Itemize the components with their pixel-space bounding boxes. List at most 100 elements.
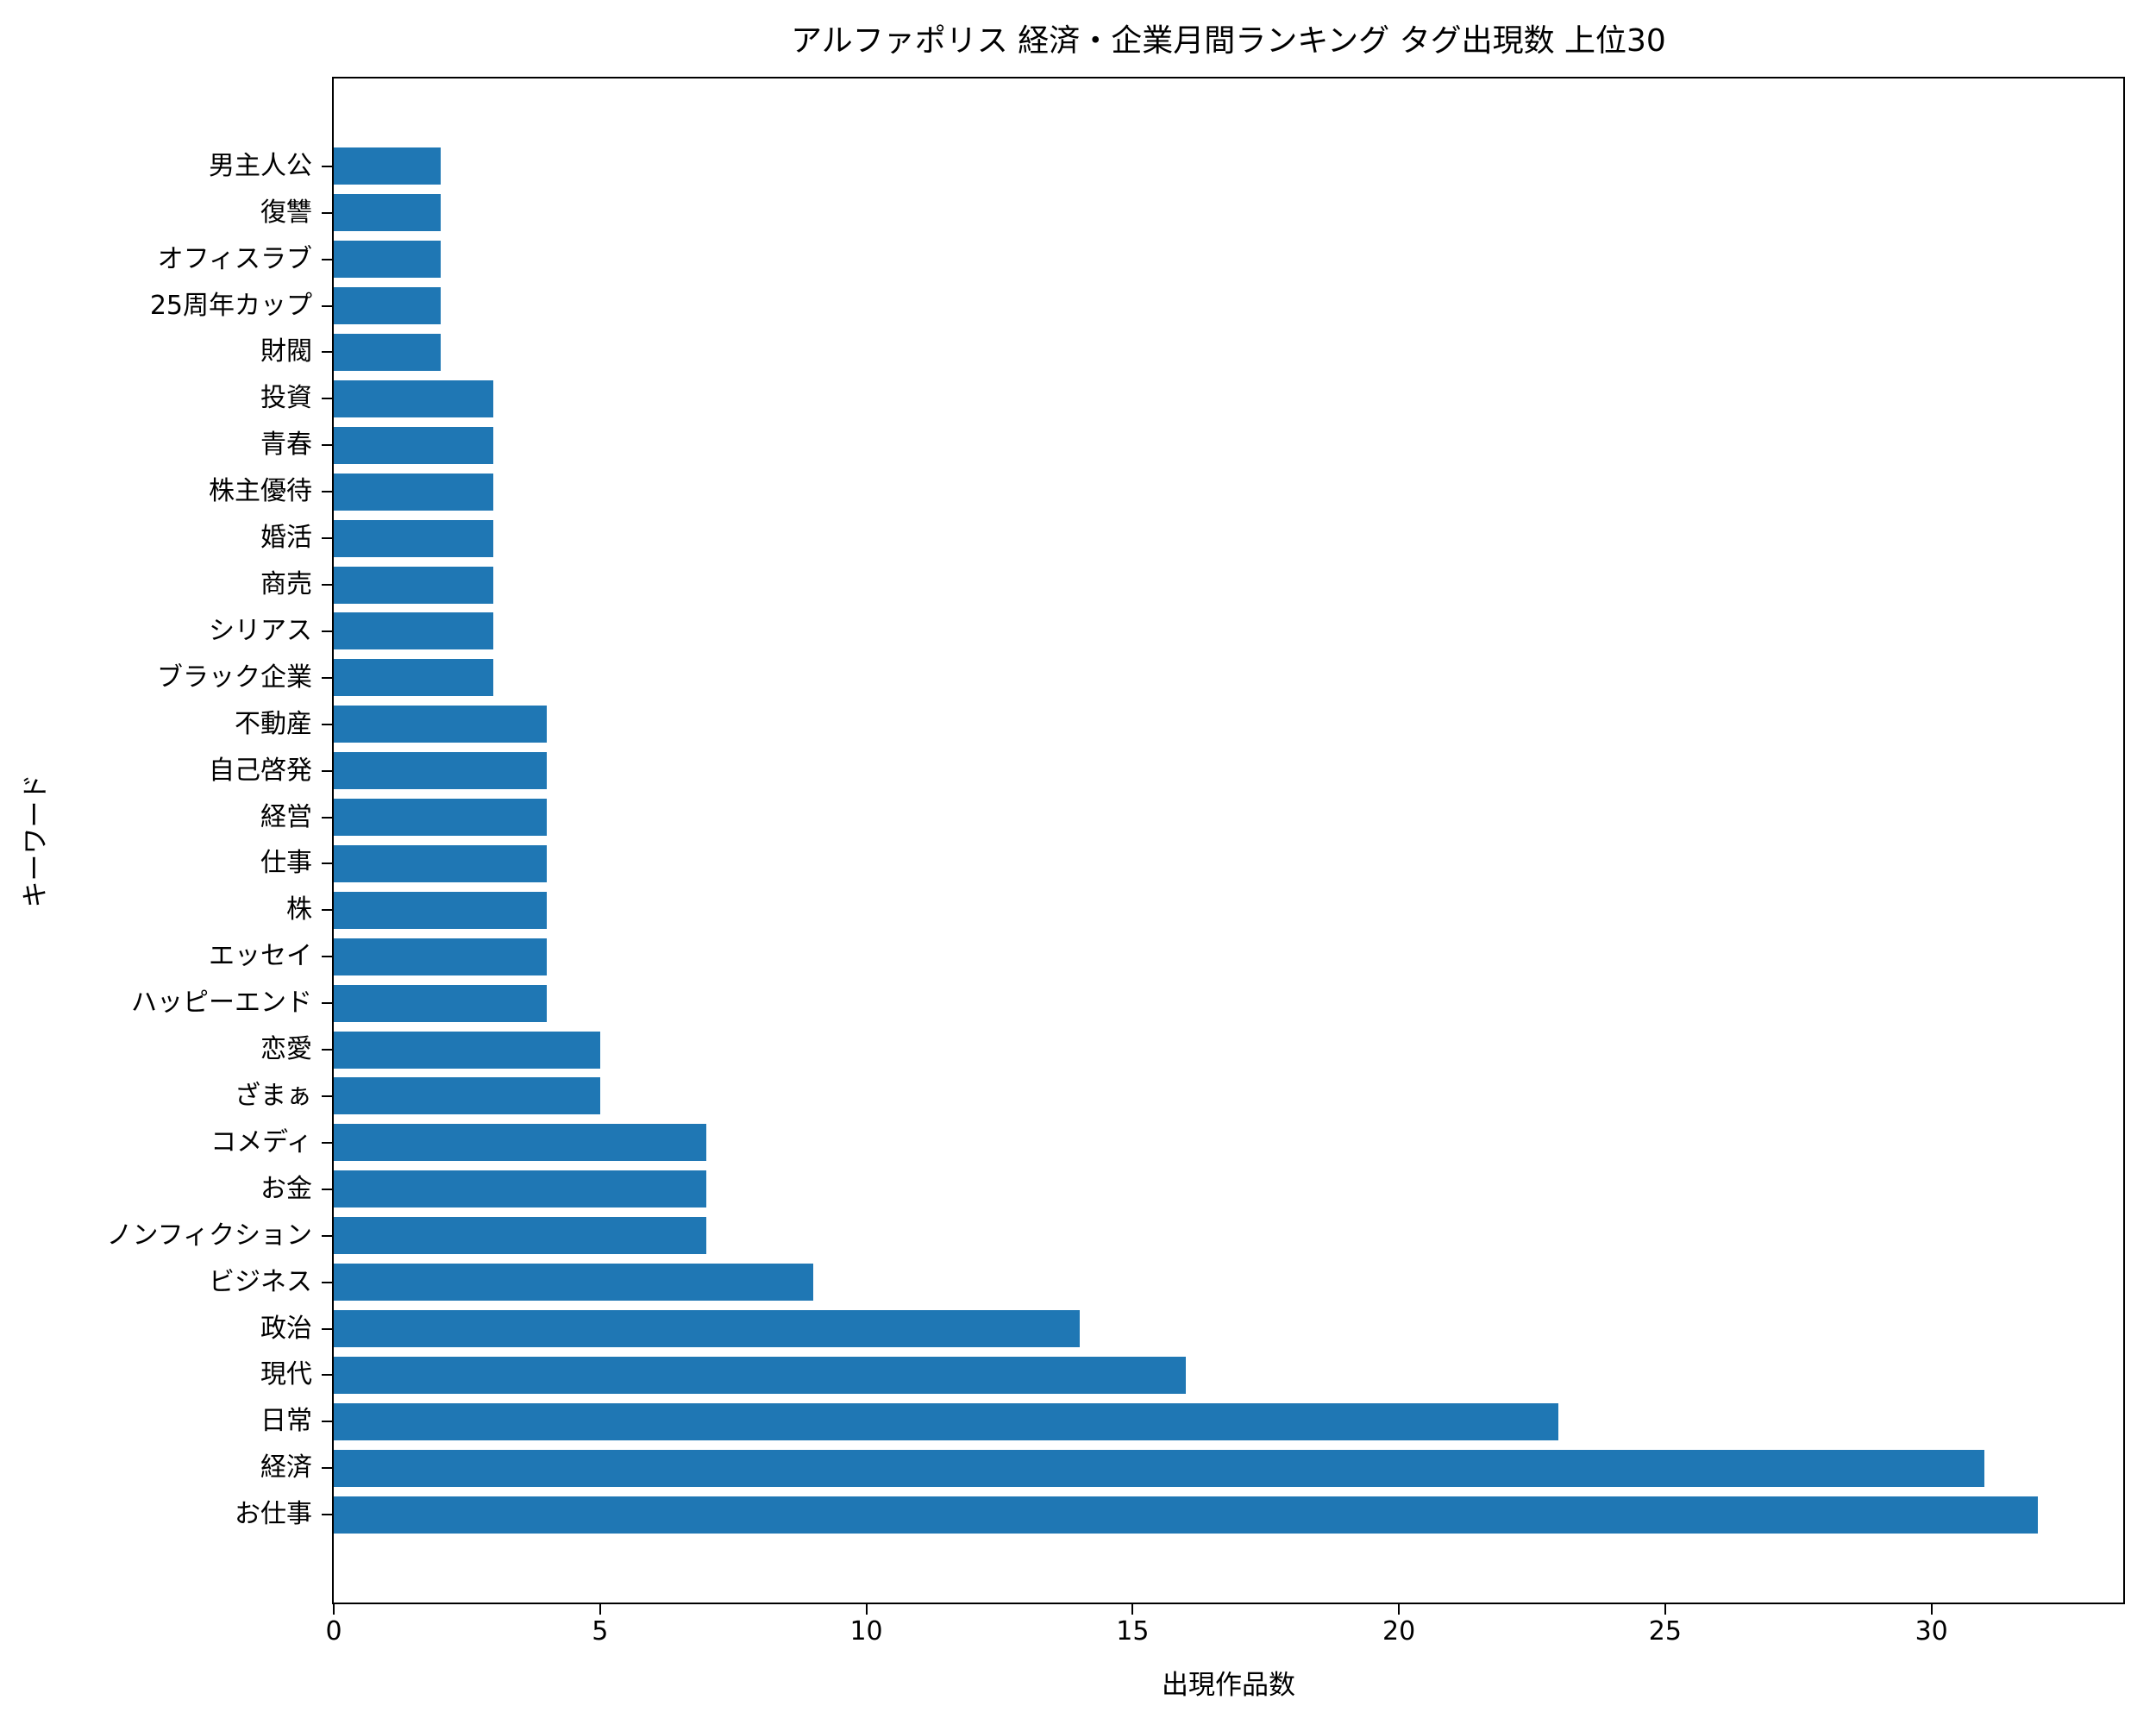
bar — [334, 1264, 813, 1302]
y-tick-mark — [322, 1514, 332, 1516]
y-tick-mark — [322, 1374, 332, 1377]
y-tick-mark — [322, 1421, 332, 1423]
y-tick-mark — [322, 304, 332, 307]
y-tick-label: シリアス — [209, 615, 312, 646]
y-tick-mark — [322, 211, 332, 214]
bar — [334, 706, 548, 743]
x-tick-mark — [1930, 1604, 1933, 1615]
x-tick-label: 25 — [1648, 1616, 1682, 1647]
y-tick-label: ハッピーエンド — [131, 988, 312, 1019]
y-tick-mark — [322, 1141, 332, 1144]
y-tick-label: ブラック企業 — [157, 662, 312, 693]
bar — [334, 1077, 600, 1115]
bar — [334, 380, 494, 417]
y-tick-mark — [322, 537, 332, 540]
y-tick-label: エッセイ — [209, 941, 312, 972]
y-tick-label: お金 — [260, 1173, 312, 1204]
y-tick-mark — [322, 1049, 332, 1051]
bar — [334, 241, 441, 279]
y-tick-mark — [322, 909, 332, 912]
bar — [334, 333, 441, 371]
y-tick-label: 商売 — [260, 569, 312, 600]
y-tick-mark — [322, 769, 332, 772]
y-tick-label: 日常 — [260, 1406, 312, 1437]
y-tick-mark — [322, 1095, 332, 1097]
bar — [334, 1310, 1080, 1347]
y-tick-mark — [322, 444, 332, 447]
bar — [334, 752, 548, 790]
bar — [334, 1031, 600, 1069]
y-tick-mark — [322, 1327, 332, 1330]
bar — [334, 519, 494, 557]
y-tick-label: 現代 — [260, 1359, 312, 1390]
y-tick-label: 財閥 — [260, 336, 312, 367]
y-tick-mark — [322, 676, 332, 679]
y-tick-mark — [322, 723, 332, 725]
bar — [334, 566, 494, 604]
y-tick-mark — [322, 1002, 332, 1005]
x-tick-label: 20 — [1382, 1616, 1416, 1647]
bar — [334, 194, 441, 232]
x-axis-label: 出現作品数 — [1162, 1670, 1295, 1701]
y-tick-mark — [322, 1234, 332, 1237]
bar — [334, 1496, 2039, 1534]
y-tick-label: オフィスラブ — [157, 243, 312, 274]
y-tick-label: 婚活 — [260, 523, 312, 554]
bar — [334, 426, 494, 464]
y-tick-label: 仕事 — [260, 848, 312, 879]
x-tick-label: 10 — [849, 1616, 883, 1647]
y-tick-mark — [322, 351, 332, 354]
bar — [334, 1356, 1187, 1394]
y-tick-mark — [322, 816, 332, 819]
bar — [334, 799, 548, 837]
y-tick-mark — [322, 1281, 332, 1283]
x-tick-mark — [599, 1604, 601, 1615]
y-tick-label: 経営 — [260, 801, 312, 832]
y-tick-mark — [322, 956, 332, 958]
bar — [334, 938, 548, 975]
y-tick-label: ノンフィクション — [106, 1220, 313, 1251]
y-tick-label: コメディ — [210, 1126, 312, 1157]
y-tick-label: 男主人公 — [209, 150, 312, 181]
y-tick-mark — [322, 584, 332, 586]
x-tick-label: 15 — [1116, 1616, 1150, 1647]
y-tick-label: 25周年カップ — [149, 290, 312, 321]
bar — [334, 659, 494, 697]
y-tick-label: 投資 — [260, 383, 312, 414]
y-tick-mark — [322, 258, 332, 260]
x-tick-label: 5 — [592, 1616, 609, 1647]
y-tick-label: 株主優待 — [209, 476, 312, 507]
y-tick-label: 経済 — [260, 1452, 312, 1484]
y-tick-label: 復讐 — [260, 197, 312, 228]
y-tick-mark — [322, 862, 332, 865]
y-tick-mark — [322, 165, 332, 167]
bar — [334, 473, 494, 511]
x-tick-mark — [865, 1604, 868, 1615]
bar — [334, 844, 548, 882]
bar — [334, 1124, 707, 1162]
bar — [334, 1402, 1559, 1440]
bar — [334, 1170, 707, 1208]
bar — [334, 287, 441, 325]
y-tick-mark — [322, 1188, 332, 1190]
y-tick-label: 恋愛 — [260, 1034, 312, 1065]
x-tick-mark — [1664, 1604, 1666, 1615]
y-tick-label: 株 — [286, 894, 312, 925]
bar — [334, 984, 548, 1022]
plot-area — [332, 77, 2125, 1604]
y-tick-label: お仕事 — [235, 1499, 312, 1530]
x-tick-mark — [1398, 1604, 1401, 1615]
chart-title: アルファポリス 経済・企業月間ランキング タグ出現数 上位30 — [791, 23, 1666, 59]
x-tick-label: 30 — [1915, 1616, 1948, 1647]
bar — [334, 1449, 1985, 1487]
y-tick-label: 自己啓発 — [209, 755, 312, 786]
x-tick-mark — [1131, 1604, 1134, 1615]
y-tick-label: ビジネス — [209, 1266, 312, 1297]
x-tick-mark — [333, 1604, 335, 1615]
bar — [334, 147, 441, 185]
y-tick-label: 政治 — [260, 1313, 312, 1344]
y-tick-label: 青春 — [260, 430, 312, 461]
y-tick-label: ざまぁ — [235, 1080, 312, 1111]
y-tick-mark — [322, 398, 332, 400]
